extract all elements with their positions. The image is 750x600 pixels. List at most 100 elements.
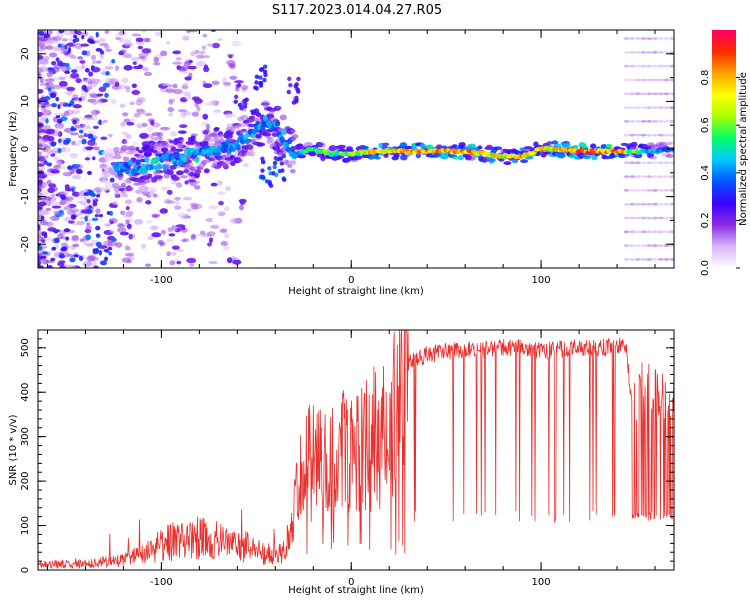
spectrogram-cell xyxy=(277,168,283,174)
spectrogram-cell xyxy=(551,140,559,145)
spectrogram-cell xyxy=(238,122,247,128)
spectrogram-cell xyxy=(66,204,71,209)
spectrogram-cell xyxy=(55,31,61,37)
spectrogram-cell xyxy=(457,155,464,161)
spectrogram-cell xyxy=(45,45,54,50)
spectrogram-cell xyxy=(91,60,98,64)
spectrogram-cell xyxy=(467,143,476,148)
spectrogram-cell xyxy=(646,106,653,109)
spectrogram-cell xyxy=(176,142,184,148)
spectrogram-cell xyxy=(81,84,87,91)
spectrogram-cell xyxy=(59,48,67,55)
spectrogram-y-tick-label: 10 xyxy=(20,95,31,108)
spectrogram-cell xyxy=(104,92,109,98)
spectrogram-cell xyxy=(66,86,76,92)
spectrogram-cell xyxy=(399,142,408,148)
spectrogram-cell xyxy=(117,224,125,228)
spectrogram-cell xyxy=(279,136,285,143)
spectrogram-cell xyxy=(113,166,120,173)
spectrogram-cell xyxy=(121,77,129,84)
snr-y-tick-label: 100 xyxy=(20,516,31,535)
spectrogram-cell xyxy=(57,147,62,154)
spectrogram-cell xyxy=(203,64,209,70)
spectrogram-cell xyxy=(182,35,190,41)
spectrogram-cell xyxy=(166,40,171,45)
spectrogram-cell xyxy=(184,76,192,81)
spectrogram-cell xyxy=(55,125,65,130)
spectrogram-cell xyxy=(39,245,43,251)
spectrogram-cell xyxy=(53,237,60,244)
spectrogram-cell xyxy=(172,50,182,55)
spectrogram-cell xyxy=(634,37,641,40)
spectrogram-cell xyxy=(214,126,220,131)
spectrogram-cell xyxy=(640,106,647,109)
spectrogram-cell xyxy=(640,64,647,68)
spectrogram-cell xyxy=(38,151,42,157)
spectrogram-cell xyxy=(657,189,664,192)
spectrogram-cell xyxy=(231,40,242,47)
spectrogram-cell xyxy=(195,61,206,67)
spectrogram-cell xyxy=(150,225,159,231)
spectrogram-cell xyxy=(57,118,63,124)
spectrogram-cell xyxy=(57,104,61,110)
spectrogram-cell xyxy=(640,202,647,206)
spectrogram-cell xyxy=(177,130,187,134)
spectrogram-cell xyxy=(38,127,43,132)
spectrogram-cell xyxy=(129,117,136,122)
spectrogram-cell xyxy=(81,79,91,83)
spectrogram-cell xyxy=(122,211,130,218)
spectrogram-cell xyxy=(121,112,129,117)
spectrogram-cell xyxy=(56,165,67,170)
spectrogram-cell xyxy=(148,164,155,171)
spectrogram-cell xyxy=(634,175,641,179)
spectrogram-cell xyxy=(71,235,80,242)
spectrogram-cell xyxy=(81,123,87,128)
spectrogram-cell xyxy=(39,59,49,65)
spectrogram-cell xyxy=(247,150,256,157)
spectrogram-cell xyxy=(48,30,53,35)
spectrogram-cell xyxy=(291,134,299,139)
spectrogram-cell xyxy=(258,67,264,72)
spectrogram-cell xyxy=(238,198,247,204)
spectrogram-cell xyxy=(47,67,55,71)
spectrogram-cell xyxy=(605,143,613,148)
spectrogram-cell xyxy=(222,76,227,83)
spectrogram-cell xyxy=(189,172,196,177)
spectrogram-cell xyxy=(100,136,108,140)
spectrogram-cell xyxy=(174,151,180,158)
colorbar: 0.0 0.2 0.4 0.6 0.8 Normalized spectral ampl… xyxy=(700,30,749,276)
spectrogram-cell xyxy=(199,50,206,55)
spectrogram-cell xyxy=(58,80,68,87)
spectrogram-cell xyxy=(208,237,214,243)
snr-line xyxy=(38,330,674,570)
spectrogram-cell xyxy=(629,189,636,192)
spectrogram-cell xyxy=(203,168,210,174)
spectrogram-cell xyxy=(99,54,104,60)
spectrogram-cell xyxy=(629,202,636,206)
spectrogram-cell xyxy=(248,146,254,151)
spectrogram-cell xyxy=(79,60,86,64)
spectrogram-cell xyxy=(143,37,151,43)
spectrogram-cell xyxy=(150,119,155,126)
spectrogram-cell xyxy=(230,217,238,224)
spectrogram-cell xyxy=(290,129,297,133)
spectrogram-cell xyxy=(180,225,186,231)
spectrogram-cell xyxy=(74,30,78,35)
spectrogram-cell xyxy=(138,185,149,191)
spectrogram-cell xyxy=(65,196,74,202)
spectrogram-cell xyxy=(640,50,647,54)
spectrogram-cell xyxy=(122,257,131,263)
spectrogram-cell xyxy=(217,38,224,42)
spectrogram-cell xyxy=(667,141,674,145)
spectrogram-cell xyxy=(172,61,183,65)
spectrogram-cell xyxy=(190,166,196,172)
spectrogram-cell xyxy=(252,128,258,135)
spectrogram-cell xyxy=(96,60,102,64)
spectrogram-cell xyxy=(95,194,101,198)
spectrogram-cell xyxy=(84,157,90,161)
spectrogram-cell xyxy=(646,230,653,234)
spectrogram-cell xyxy=(168,112,174,117)
spectrogram-x-axis-label: Height of straight line (km) xyxy=(288,286,424,297)
spectrogram-cell xyxy=(274,157,280,162)
spectrogram-cell xyxy=(663,106,670,109)
